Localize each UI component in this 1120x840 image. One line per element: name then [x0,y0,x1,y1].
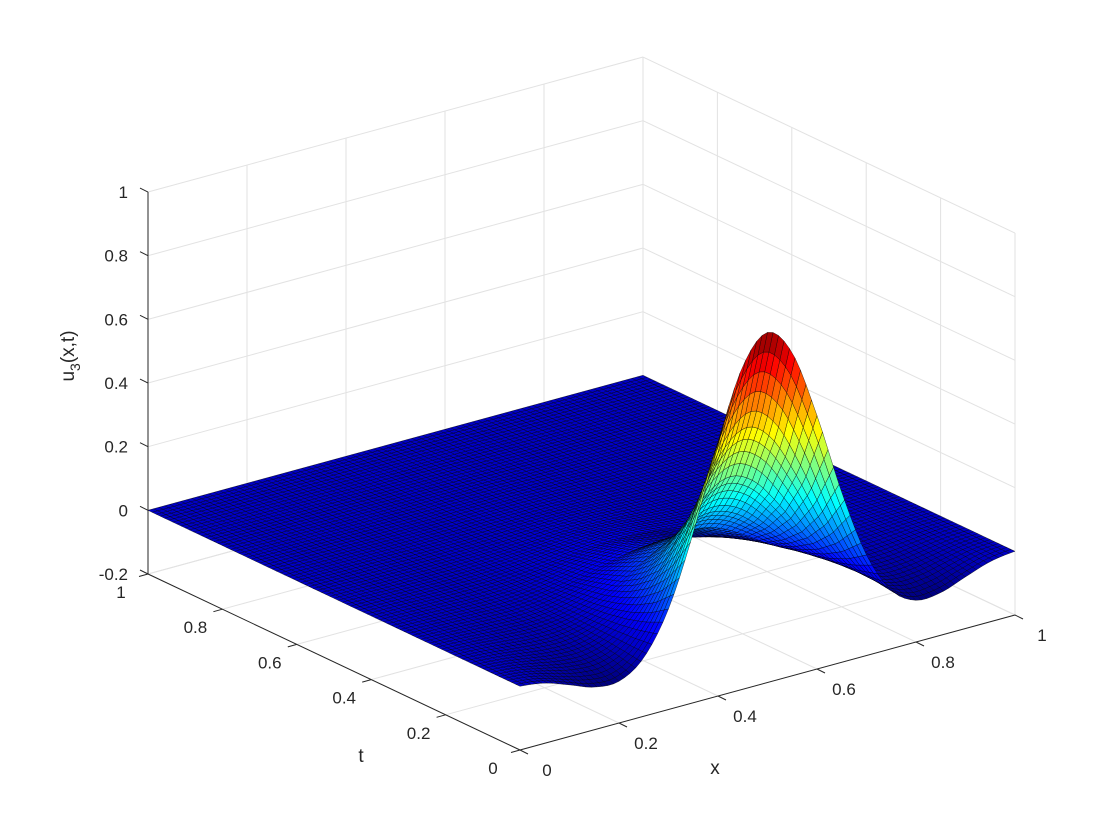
grid-line-side-wall-z [642,183,1016,361]
t-axis-line [147,573,521,751]
x-tick [1014,614,1024,620]
grid-line-side-wall-z [642,247,1016,425]
grid-line-side-wall-z [642,311,1016,489]
x-axis-line [519,614,1016,751]
z-tick [139,505,149,511]
grid-line-side-wall-z [642,120,1016,298]
z-tick [139,569,149,575]
z-tick [139,187,149,193]
grid-line-side-wall-z [642,56,1016,234]
grid-line-back-wall-z [147,183,644,320]
x-tick [816,668,826,674]
surface [147,332,1016,688]
grid-line-floor-t [445,579,941,716]
t-tick [436,714,446,718]
x-tick [519,749,529,755]
z-tick [139,442,149,448]
t-tick [213,608,223,613]
grid-line-back-wall-z [147,56,644,193]
x-tick [618,722,628,728]
t-tick [138,573,149,577]
grid-line-back-wall-z [147,247,644,384]
z-tick [139,314,149,320]
t-tick [287,643,297,648]
z-tick [139,251,149,257]
z-tick [139,378,149,384]
x-tick [717,695,727,701]
grid-line-back-wall-z [147,311,644,448]
x-tick [915,641,925,647]
t-tick [362,679,372,683]
t-tick [510,749,521,753]
grid-line-back-wall-z [147,120,644,257]
